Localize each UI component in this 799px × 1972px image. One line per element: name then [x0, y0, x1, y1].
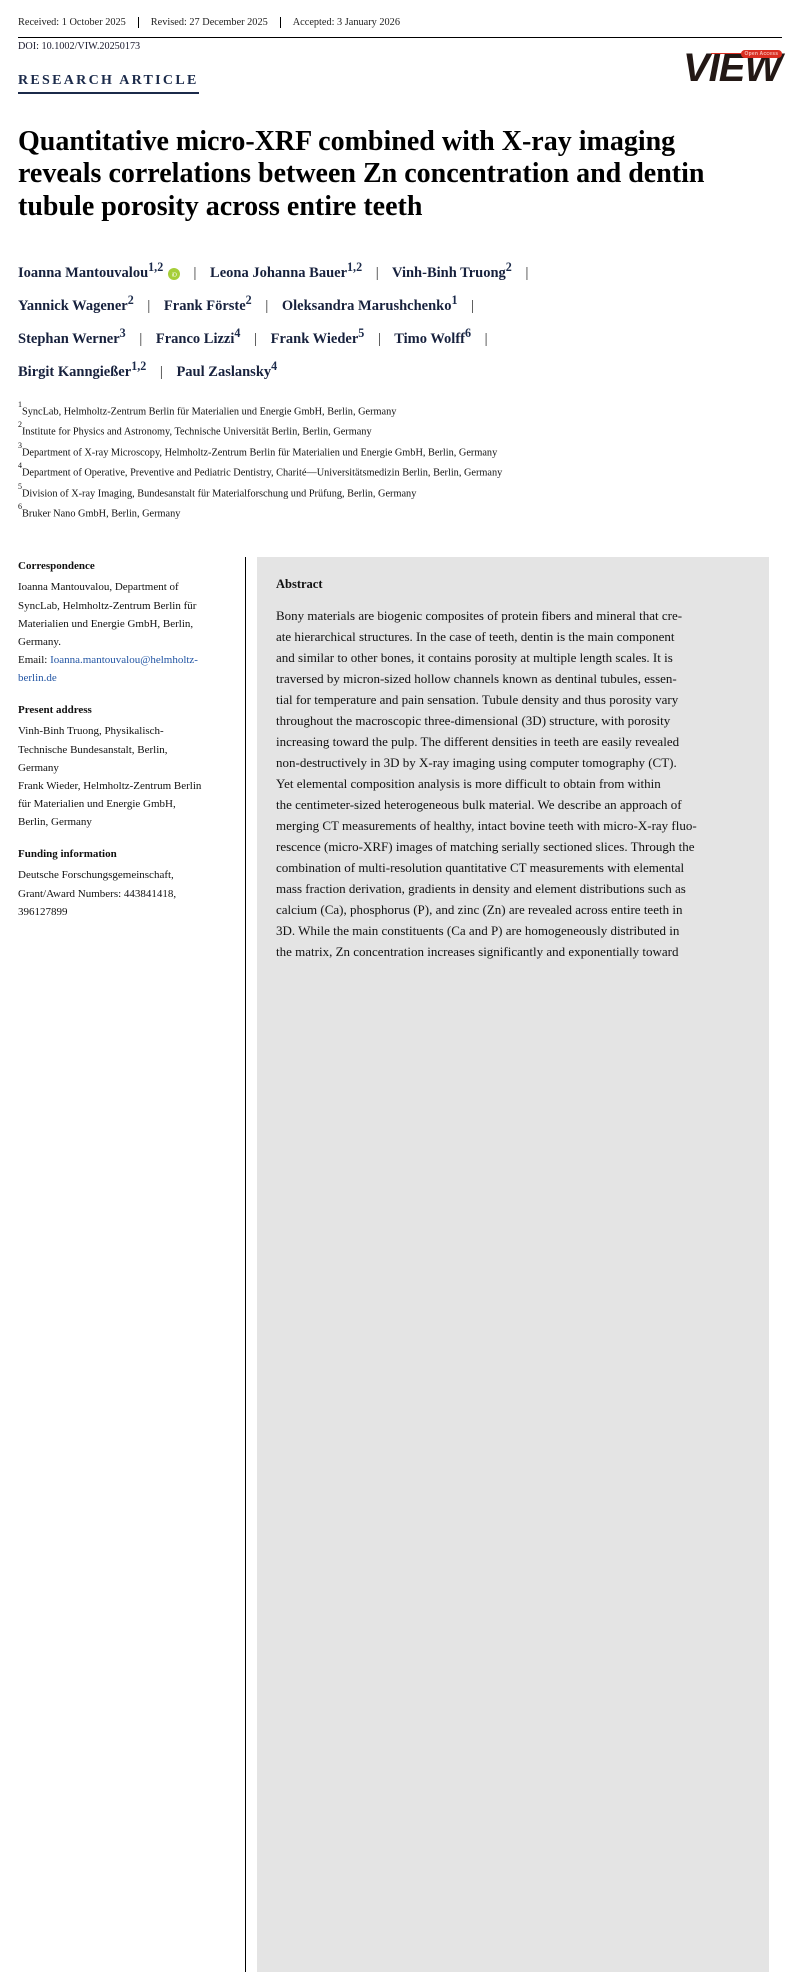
svg-text:iD: iD: [171, 272, 176, 278]
